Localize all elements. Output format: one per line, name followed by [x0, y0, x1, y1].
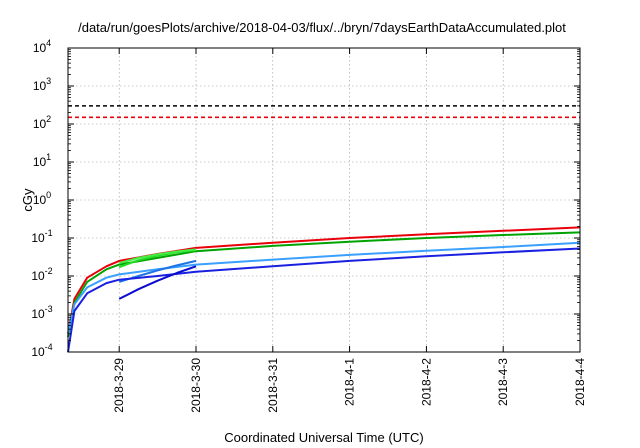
grid-lines — [68, 48, 580, 352]
y-tick-label: 101 — [33, 152, 51, 169]
x-tick-label: 2018-4-1 — [343, 358, 357, 406]
y-tick-label: 10-2 — [31, 266, 52, 283]
x-axis-label: Coordinated Universal Time (UTC) — [224, 430, 423, 445]
series-lines — [67, 226, 581, 353]
y-tick-label: 10-3 — [31, 304, 52, 321]
y-axis-label: cGy — [20, 188, 35, 212]
x-axis-ticks: 2018-3-29 2018-3-30 2018-3-31 2018-4-1 2018-… — [112, 48, 587, 413]
y-tick-label: 102 — [33, 114, 51, 131]
x-tick-label: 2018-4-2 — [419, 358, 433, 406]
x-tick-label: 2018-4-3 — [496, 358, 510, 406]
x-tick-label: 2018-3-29 — [112, 358, 126, 413]
y-tick-label: 100 — [33, 190, 51, 207]
chart-title: /data/run/goesPlots/archive/2018-04-03/f… — [78, 20, 566, 35]
series-line — [118, 265, 197, 300]
reference-lines — [68, 105, 580, 119]
x-tick-label: 2018-3-31 — [266, 358, 280, 413]
series-line — [118, 248, 197, 264]
series-line — [67, 241, 581, 335]
y-tick-label: 103 — [33, 76, 51, 93]
y-tick-label: 104 — [33, 38, 51, 55]
series-line — [67, 231, 581, 338]
x-tick-label: 2018-4-4 — [573, 358, 587, 406]
y-axis-ticks: 10-4 10-3 10-2 10-1 100 101 102 103 104 — [31, 38, 580, 359]
y-tick-label: 10-1 — [31, 228, 52, 245]
y-tick-label: 10-4 — [31, 342, 52, 359]
x-tick-label: 2018-3-30 — [189, 358, 203, 413]
